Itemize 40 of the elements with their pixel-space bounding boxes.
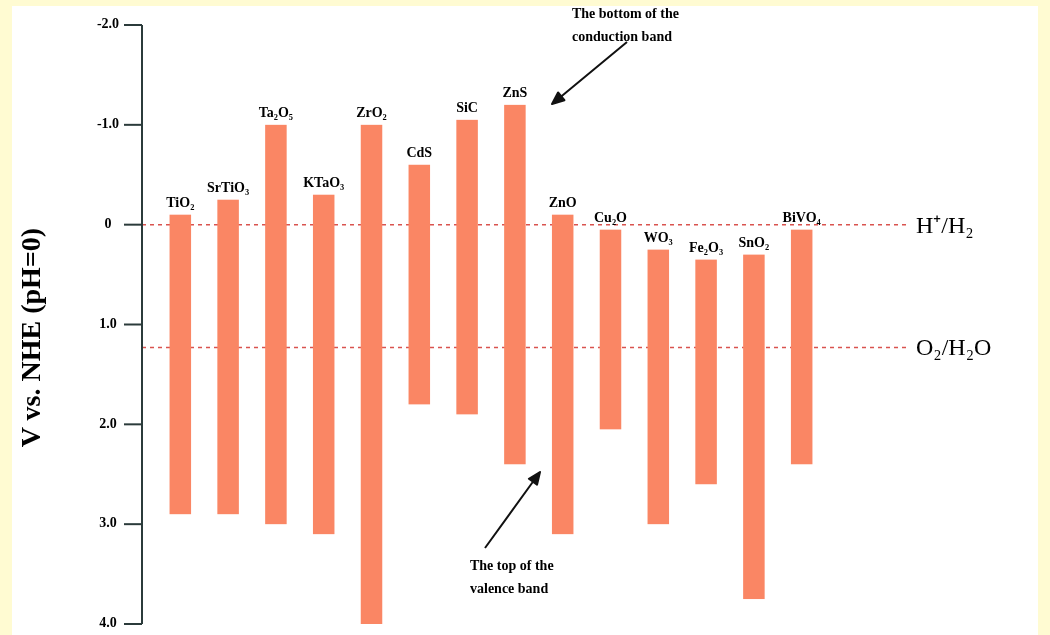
x-tick-label: BiVO₄ <box>782 209 822 225</box>
y-tick-label: 0 <box>104 215 112 231</box>
x-tick-label: ZnO <box>548 194 577 210</box>
bar <box>265 124 287 525</box>
y-tick-label: 4.0 <box>99 615 117 631</box>
ref-line-label: H⁺/H₂ <box>916 211 974 238</box>
bar <box>456 119 478 415</box>
y-tick-label: 1.0 <box>99 315 117 331</box>
bar <box>504 104 526 465</box>
x-tick-label: CdS <box>406 144 433 160</box>
bar <box>312 194 335 535</box>
x-tick-label: SnO₂ <box>738 234 770 250</box>
x-tick-label: KTaO₃ <box>303 174 345 190</box>
y-tick-label: 3.0 <box>99 515 117 531</box>
y-axis-title: V vs. NHE (pH=0) <box>15 227 46 448</box>
x-tick-label: ZrO₂ <box>356 104 387 120</box>
y-tick-label: -2.0 <box>96 16 120 32</box>
y-tick-label: 2.0 <box>99 415 117 431</box>
bar <box>217 199 239 515</box>
x-tick-label: TiO₂ <box>166 194 195 210</box>
bar <box>169 214 192 515</box>
x-tick-label: SrTiO₃ <box>207 179 250 195</box>
bar <box>743 254 765 600</box>
x-tick-label: ZnS <box>502 84 528 100</box>
x-tick-label: Ta₂O₅ <box>258 104 294 120</box>
bar <box>360 124 383 624</box>
bar <box>790 229 813 465</box>
x-tick-label: WO₃ <box>643 229 673 245</box>
bar <box>599 229 622 430</box>
annotation: The bottom of the conduction band <box>572 6 679 44</box>
x-tick-label: Fe₂O₃ <box>689 239 724 255</box>
ref-line-label: O₂/H₂O <box>916 334 992 361</box>
bar <box>408 164 431 405</box>
y-tick-label: -1.0 <box>96 116 120 132</box>
bar <box>551 214 574 535</box>
annotation: The top of the valence band <box>470 558 554 596</box>
bar <box>647 249 670 525</box>
x-tick-label: SiC <box>456 99 478 115</box>
x-tick-label: Cu₂O <box>594 209 628 225</box>
bar <box>695 259 717 485</box>
